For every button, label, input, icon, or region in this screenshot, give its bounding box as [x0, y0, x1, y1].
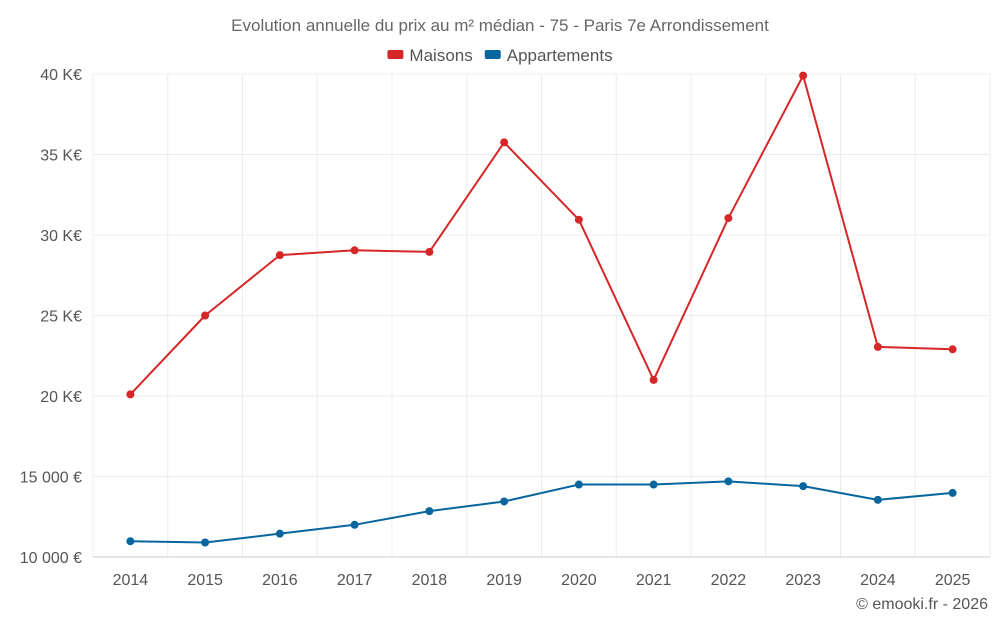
data-point-appartements[interactable]	[948, 488, 957, 497]
data-point-maisons[interactable]	[799, 71, 808, 80]
series-group	[126, 71, 957, 547]
x-tick-label: 2021	[636, 572, 672, 589]
data-point-appartements[interactable]	[873, 495, 882, 504]
y-tick-label: 35 K€	[40, 148, 82, 165]
data-point-appartements[interactable]	[350, 520, 359, 529]
data-point-appartements[interactable]	[275, 529, 284, 538]
data-point-appartements[interactable]	[201, 538, 210, 547]
x-tick-label: 2016	[262, 572, 298, 589]
data-point-maisons[interactable]	[126, 390, 135, 399]
chart-title: Evolution annuelle du prix au m² médian …	[231, 16, 769, 35]
legend-swatch	[484, 50, 501, 59]
y-tick-label: 25 K€	[40, 309, 82, 326]
y-tick-label: 40 K€	[40, 67, 82, 84]
data-point-appartements[interactable]	[126, 537, 135, 546]
x-tick-label: 2022	[711, 572, 747, 589]
x-tick-label: 2017	[337, 572, 373, 589]
x-tick-label: 2014	[113, 572, 149, 589]
data-point-maisons[interactable]	[350, 246, 359, 255]
legend-item-maisons[interactable]: Maisons	[387, 46, 473, 65]
series-line-appartements	[130, 480, 953, 544]
data-point-maisons[interactable]	[649, 375, 658, 384]
data-point-maisons[interactable]	[425, 247, 434, 256]
x-tick-label: 2023	[785, 572, 821, 589]
data-point-maisons[interactable]	[201, 311, 210, 320]
data-point-maisons[interactable]	[873, 342, 882, 351]
data-point-maisons[interactable]	[948, 345, 957, 354]
x-tick-label: 2019	[486, 572, 522, 589]
data-point-appartements[interactable]	[500, 497, 509, 506]
y-tick-label: 10 000 €	[20, 550, 82, 567]
data-point-maisons[interactable]	[500, 138, 509, 147]
legend-label: Appartements	[507, 46, 613, 65]
data-point-appartements[interactable]	[724, 477, 733, 486]
data-point-maisons[interactable]	[724, 214, 733, 223]
x-tick-label: 2024	[860, 572, 896, 589]
x-tick-label: 2020	[561, 572, 597, 589]
data-point-maisons[interactable]	[574, 215, 583, 224]
legend: Maisons Appartements	[387, 46, 613, 65]
x-axis: 2014 2015 2016 2017 2018 2019 2020 2021 2022 2023…	[113, 572, 971, 589]
legend-swatch	[387, 50, 404, 59]
series-line-maisons	[129, 74, 953, 396]
credit-text: © emooki.fr - 2026	[856, 596, 988, 613]
x-tick-label: 2018	[412, 572, 448, 589]
legend-label: Maisons	[409, 46, 472, 65]
data-point-appartements[interactable]	[574, 480, 583, 489]
y-tick-label: 15 000 €	[20, 470, 82, 487]
x-tick-label: 2025	[935, 572, 971, 589]
legend-item-appartements[interactable]: Appartements	[484, 46, 613, 65]
data-point-appartements[interactable]	[425, 507, 434, 516]
y-tick-label: 30 K€	[40, 228, 82, 245]
data-point-maisons[interactable]	[275, 251, 284, 260]
grid	[92, 73, 991, 558]
y-tick-label: 20 K€	[40, 389, 82, 406]
x-tick-label: 2015	[187, 572, 223, 589]
data-point-appartements[interactable]	[799, 482, 808, 491]
data-point-appartements[interactable]	[649, 480, 658, 489]
y-axis: 10 000 € 15 000 € 20 K€ 25 K€ 30 K€ 35 K€ 40 K…	[20, 67, 82, 567]
